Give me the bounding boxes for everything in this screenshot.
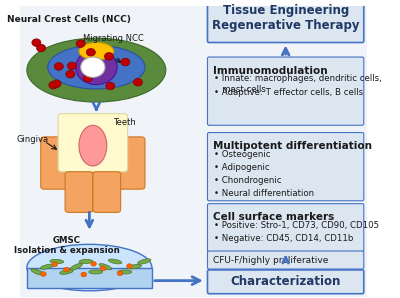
Ellipse shape [27, 244, 152, 291]
Text: Multipotent differentiation: Multipotent differentiation [213, 141, 372, 151]
Ellipse shape [76, 50, 117, 85]
Circle shape [100, 266, 106, 271]
Circle shape [81, 272, 86, 277]
FancyBboxPatch shape [58, 114, 128, 172]
Ellipse shape [40, 264, 54, 269]
Circle shape [81, 57, 105, 77]
Text: Gingiva: Gingiva [16, 135, 48, 144]
Circle shape [32, 39, 41, 46]
Ellipse shape [70, 263, 82, 270]
Ellipse shape [108, 259, 122, 264]
Circle shape [49, 81, 58, 89]
Text: GMSC
Isolation & expansion: GMSC Isolation & expansion [14, 236, 120, 255]
Circle shape [91, 261, 96, 266]
Text: • Negative: CD45, CD14, CD11b: • Negative: CD45, CD14, CD11b [214, 234, 354, 243]
Circle shape [133, 78, 142, 86]
Circle shape [127, 264, 132, 268]
Circle shape [86, 49, 95, 56]
Circle shape [106, 82, 115, 90]
Text: • Chondrogenic: • Chondrogenic [214, 176, 282, 185]
Ellipse shape [89, 270, 102, 274]
Ellipse shape [48, 45, 145, 89]
Text: • Adipogenic: • Adipogenic [214, 163, 270, 172]
Ellipse shape [99, 264, 112, 270]
Ellipse shape [79, 260, 93, 263]
Ellipse shape [50, 260, 64, 263]
FancyBboxPatch shape [41, 137, 145, 189]
Ellipse shape [60, 269, 73, 274]
FancyBboxPatch shape [208, 204, 364, 252]
Circle shape [83, 74, 92, 82]
Circle shape [41, 272, 46, 276]
FancyBboxPatch shape [208, 57, 364, 125]
Circle shape [121, 58, 130, 66]
Text: • Osteogenic: • Osteogenic [214, 150, 271, 159]
Text: Characterization: Characterization [230, 275, 341, 288]
Text: Neural Crest Cells (NCC): Neural Crest Cells (NCC) [7, 15, 130, 24]
Circle shape [52, 262, 58, 267]
FancyBboxPatch shape [27, 268, 152, 288]
Text: Teeth: Teeth [113, 118, 136, 127]
Circle shape [117, 271, 123, 276]
Ellipse shape [31, 269, 44, 275]
FancyBboxPatch shape [208, 251, 364, 269]
Ellipse shape [79, 43, 114, 60]
Ellipse shape [27, 38, 166, 102]
FancyBboxPatch shape [65, 172, 93, 212]
Circle shape [64, 267, 69, 272]
Text: CFU-F/highly proliferative: CFU-F/highly proliferative [213, 255, 328, 265]
Ellipse shape [79, 125, 107, 166]
Text: • Neural differentiation: • Neural differentiation [214, 189, 314, 198]
FancyBboxPatch shape [208, 270, 364, 294]
Text: Cell surface markers: Cell surface markers [213, 212, 334, 222]
Ellipse shape [138, 259, 151, 264]
FancyBboxPatch shape [208, 133, 364, 201]
Text: • Positive: Stro-1, CD73, CD90, CD105: • Positive: Stro-1, CD73, CD90, CD105 [214, 221, 380, 230]
Circle shape [67, 62, 76, 70]
FancyBboxPatch shape [16, 3, 371, 298]
Ellipse shape [118, 270, 132, 274]
Circle shape [76, 40, 85, 47]
Text: Tissue Engineering
Regenerative Therapy: Tissue Engineering Regenerative Therapy [212, 4, 359, 32]
FancyBboxPatch shape [93, 172, 121, 212]
Ellipse shape [128, 264, 141, 269]
Circle shape [36, 44, 46, 52]
FancyBboxPatch shape [208, 0, 364, 43]
Circle shape [54, 63, 63, 70]
Text: • Innate: macrophages, dendritic cells,
   mast cells: • Innate: macrophages, dendritic cells, … [214, 74, 382, 94]
Circle shape [66, 70, 75, 78]
Text: • Adaptive: T effector cells, B cells: • Adaptive: T effector cells, B cells [214, 88, 364, 97]
Circle shape [104, 52, 114, 60]
Text: Immunomodulation: Immunomodulation [213, 66, 327, 76]
Circle shape [52, 80, 61, 88]
Text: Migrating NCC: Migrating NCC [83, 34, 144, 43]
